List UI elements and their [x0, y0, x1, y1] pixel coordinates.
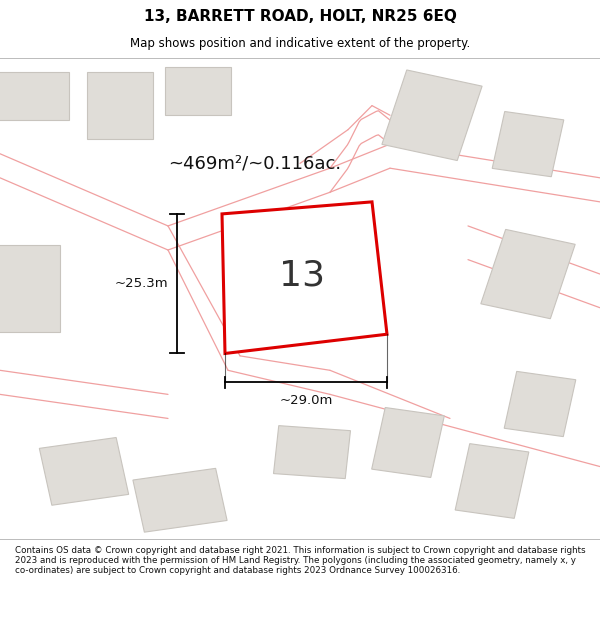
Polygon shape: [0, 245, 60, 332]
Polygon shape: [87, 72, 153, 139]
Polygon shape: [382, 70, 482, 161]
Polygon shape: [222, 202, 387, 354]
Polygon shape: [274, 426, 350, 479]
Text: ~25.3m: ~25.3m: [115, 278, 168, 290]
Text: Contains OS data © Crown copyright and database right 2021. This information is : Contains OS data © Crown copyright and d…: [15, 546, 586, 576]
Polygon shape: [481, 229, 575, 319]
Text: Map shows position and indicative extent of the property.: Map shows position and indicative extent…: [130, 37, 470, 49]
Text: ~469m²/~0.116ac.: ~469m²/~0.116ac.: [168, 154, 341, 173]
Polygon shape: [492, 111, 564, 177]
Polygon shape: [0, 72, 69, 120]
Polygon shape: [455, 444, 529, 518]
Polygon shape: [165, 67, 231, 115]
Polygon shape: [504, 371, 576, 437]
Polygon shape: [247, 238, 341, 310]
Text: 13, BARRETT ROAD, HOLT, NR25 6EQ: 13, BARRETT ROAD, HOLT, NR25 6EQ: [143, 9, 457, 24]
Text: ~29.0m: ~29.0m: [280, 394, 332, 408]
Polygon shape: [371, 408, 445, 478]
Text: 13: 13: [278, 259, 325, 293]
Polygon shape: [40, 438, 128, 505]
Polygon shape: [133, 468, 227, 532]
